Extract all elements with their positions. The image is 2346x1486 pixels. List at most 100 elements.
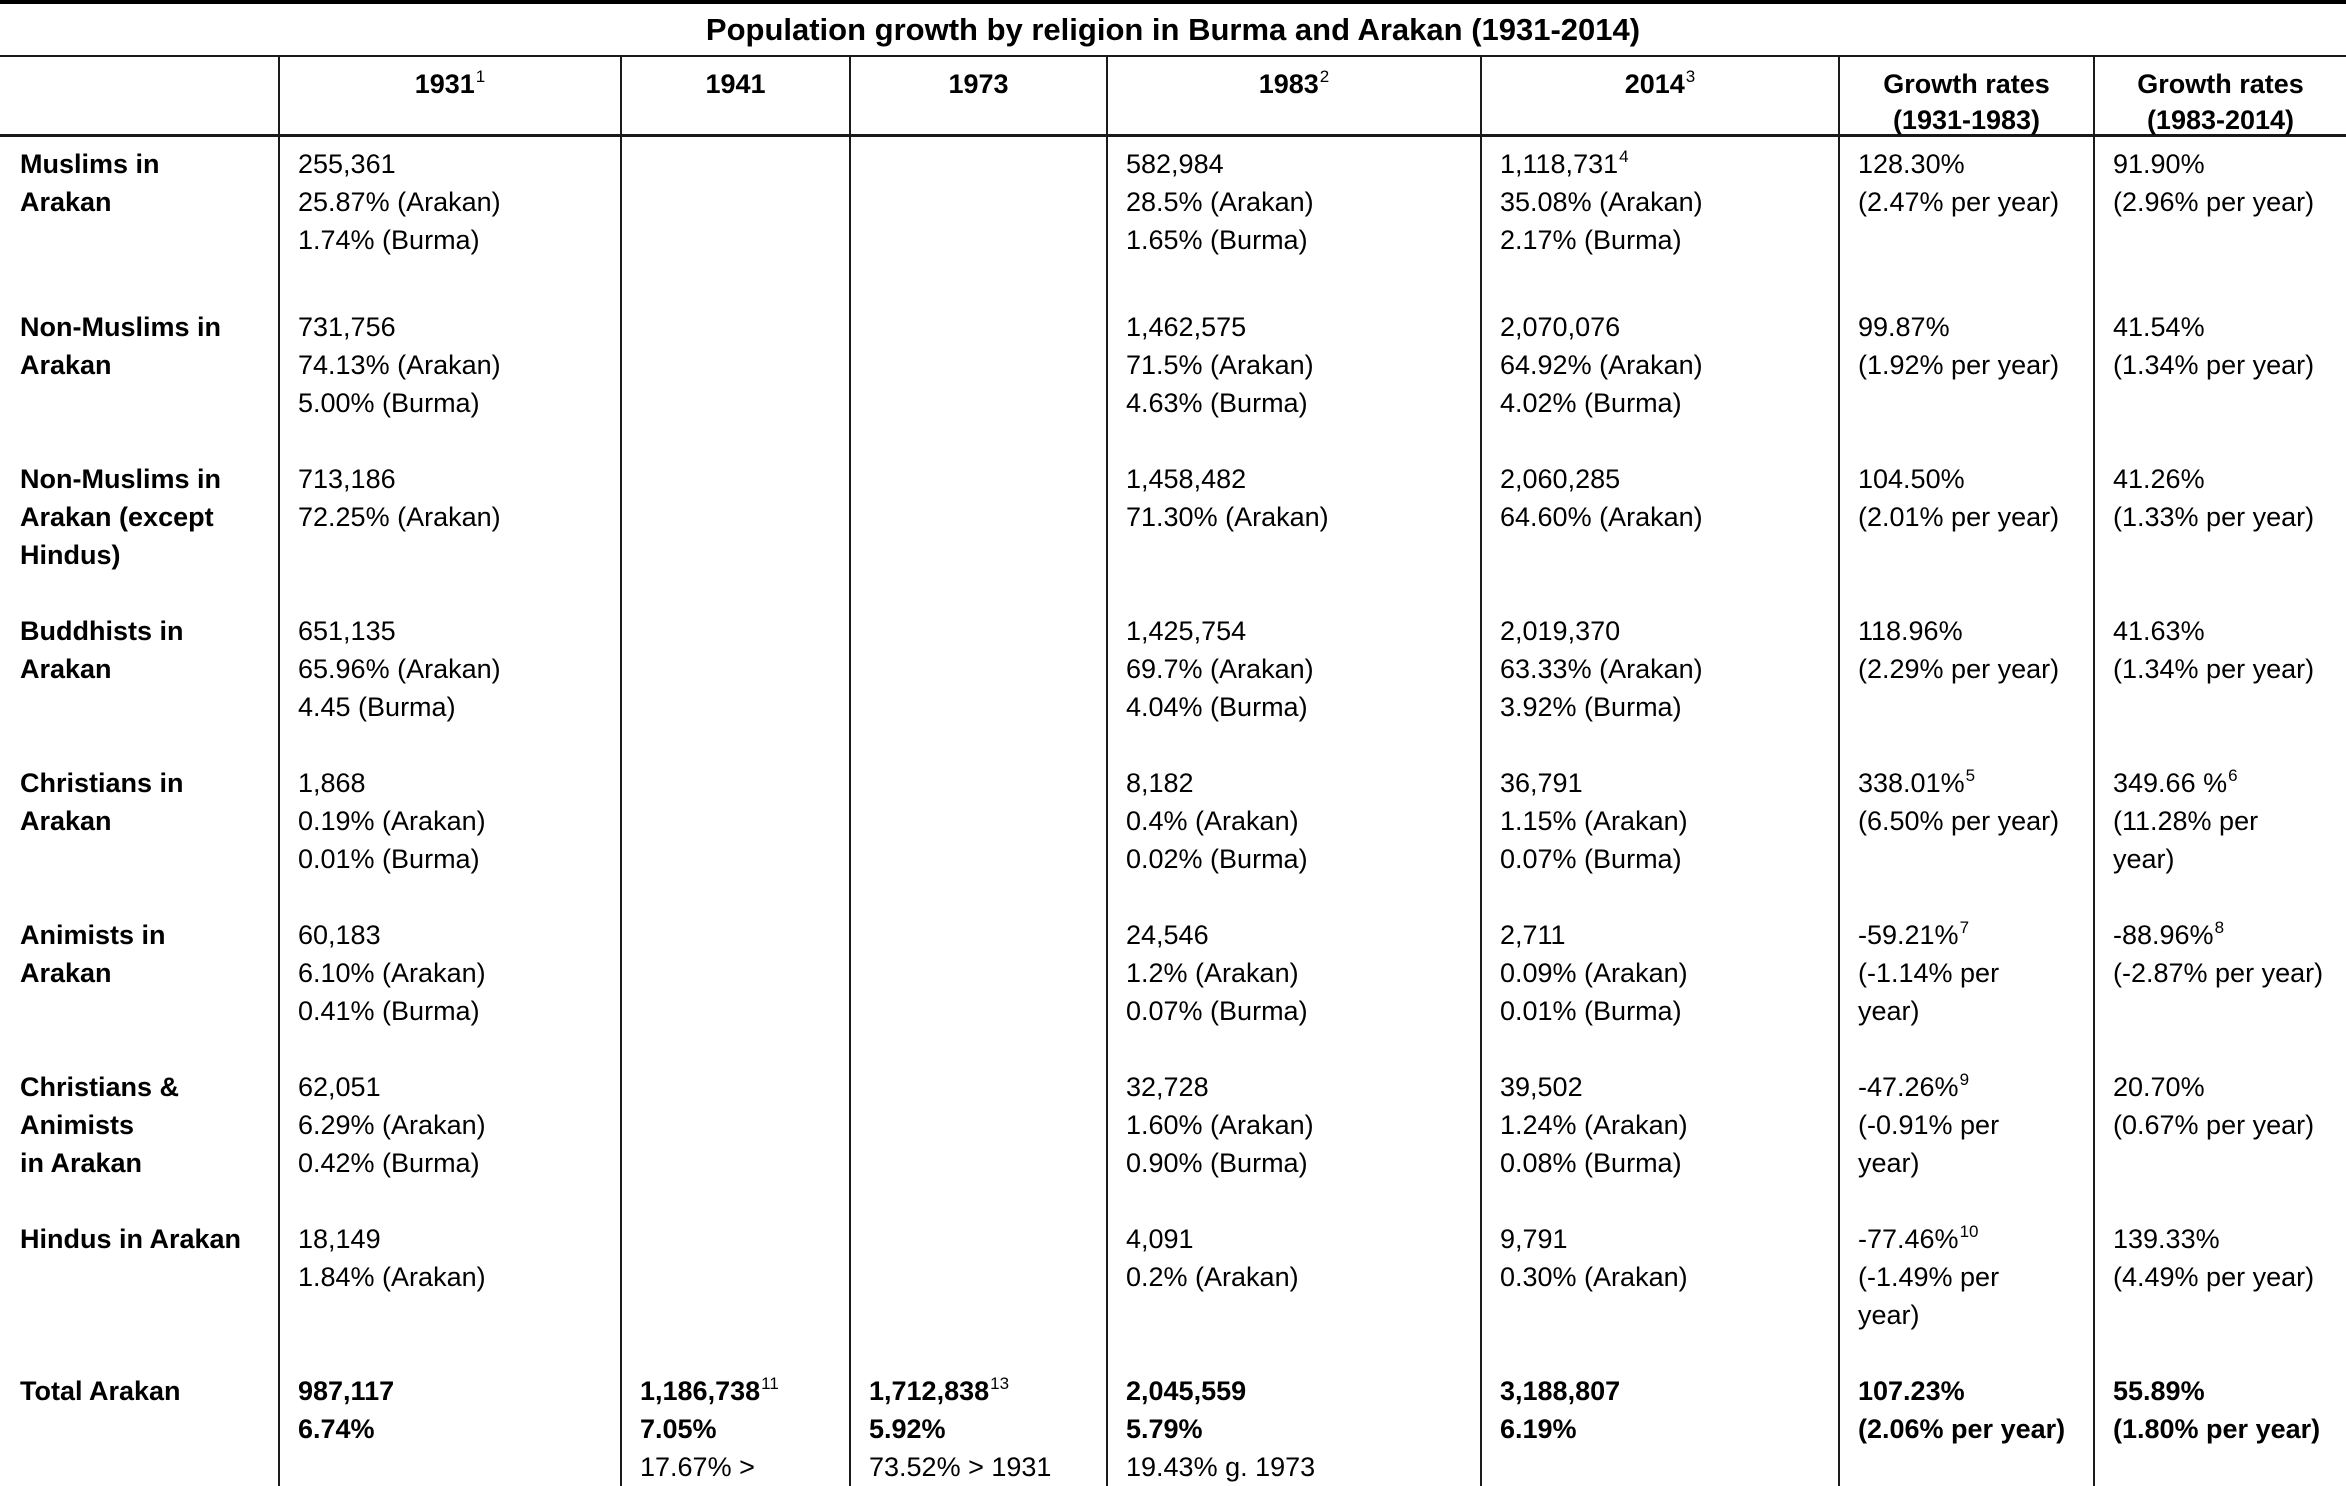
cell-line: 1973 (948, 69, 1009, 99)
cell-growth2: 41.63% (1.34% per year) (2093, 604, 2346, 756)
cell-line: Muslims in (20, 149, 160, 179)
footnote-superscript: 7 (1959, 918, 1970, 937)
cell-growth1: -47.26%9 (-0.91% per year) (1838, 1060, 2093, 1212)
cell-line: 987,117 (298, 1376, 395, 1406)
cell-line: 62,051 (298, 1072, 381, 1102)
cell-line: year) (1858, 1300, 1920, 1330)
cell-1941: 1,186,73811 7.05% 17.67% > (620, 1364, 849, 1486)
cell-line: 41.63% (2113, 616, 2205, 646)
column-header-growth1: Growth rates (1931-1983) (1838, 57, 2093, 138)
cell-line: 651,135 (298, 616, 396, 646)
cell-2014: 39,502 1.24% (Arakan) 0.08% (Burma) (1480, 1060, 1838, 1212)
cell-line: 2.17% (Burma) (1500, 225, 1682, 255)
cell-line: 99.87% (1858, 312, 1950, 342)
cell-line: 71.30% (Arakan) (1126, 502, 1329, 532)
cell-line: (0.67% per year) (2113, 1110, 2315, 1140)
cell-line: Arakan (20, 350, 112, 380)
cell-line: Christians & (20, 1072, 180, 1102)
table-row: Muslims in Arakan 255,361 25.87% (Arakan) 1.… (0, 137, 2346, 300)
cell-1931: 731,756 74.13% (Arakan) 5.00% (Burma) (278, 300, 620, 452)
cell-growth2: -88.96%8 (-2.87% per year) (2093, 908, 2346, 1060)
column-header-1931: 19311 (278, 57, 620, 138)
cell-growth1: 107.23% (2.06% per year) (1838, 1364, 2093, 1486)
footnote-superscript: 9 (1959, 1070, 1970, 1089)
table-row: Non-Muslims in Arakan (except Hindus) 713,1… (0, 452, 2346, 604)
cell-line: (2.01% per year) (1858, 502, 2060, 532)
table-header-row: 19311 1941 1973 19832 20143 Growth rates (1931… (0, 57, 2346, 138)
footnote-superscript: 6 (2228, 766, 2238, 785)
cell-line: 4.63% (Burma) (1126, 388, 1308, 418)
cell-1983: 32,728 1.60% (Arakan) 0.90% (Burma) (1106, 1060, 1480, 1212)
table-title-band: Population growth by religion in Burma a… (0, 0, 2346, 57)
cell-line: 65.96% (Arakan) (298, 654, 501, 684)
cell-line: 713,186 (298, 464, 396, 494)
cell-line: 1,425,754 (1126, 616, 1247, 646)
cell-line: 139.33% (2113, 1224, 2220, 1254)
cell-line: 36,791 (1500, 768, 1583, 798)
cell-line: 1.2% (Arakan) (1126, 958, 1299, 988)
cell-2014: 3,188,807 6.19% (1480, 1364, 1838, 1486)
cell-1941 (620, 137, 849, 300)
cell-line: 41.54% (2113, 312, 2205, 342)
cell-line: 2,045,559 (1126, 1376, 1247, 1406)
row-label: Non-Muslims in Arakan (0, 300, 278, 452)
cell-line: Arakan (20, 654, 112, 684)
cell-1973 (849, 452, 1106, 604)
cell-1931: 255,361 25.87% (Arakan) 1.74% (Burma) (278, 137, 620, 300)
cell-1931: 62,051 6.29% (Arakan) 0.42% (Burma) (278, 1060, 620, 1212)
cell-line: 6.19% (1500, 1414, 1577, 1444)
cell-line: 1,458,482 (1126, 464, 1247, 494)
cell-1931: 987,117 6.74% (278, 1364, 620, 1486)
cell-1931: 18,149 1.84% (Arakan) (278, 1212, 620, 1364)
footnote-superscript: 3 (1685, 67, 1696, 86)
cell-line: 1,462,575 (1126, 312, 1247, 342)
cell-line: (1.80% per year) (2113, 1414, 2321, 1444)
cell-line: (-1.49% per (1858, 1262, 2000, 1292)
cell-line: 73.52% > 1931 (869, 1452, 1052, 1482)
cell-line: year) (1858, 1148, 1920, 1178)
cell-line: 71.5% (Arakan) (1126, 350, 1314, 380)
cell-line: 41.26% (2113, 464, 2205, 494)
cell-line: 0.07% (Burma) (1500, 844, 1682, 874)
cell-line: 3.92% (Burma) (1500, 692, 1682, 722)
cell-line: 60,183 (298, 920, 381, 950)
cell-line: 1,186,73811 (640, 1374, 779, 1406)
cell-line: Hindus in Arakan (20, 1224, 242, 1254)
cell-line: 1.74% (Burma) (298, 225, 480, 255)
cell-line: 72.25% (Arakan) (298, 502, 501, 532)
cell-line: (1.34% per year) (2113, 654, 2315, 684)
column-header-1973: 1973 (849, 57, 1106, 138)
cell-line: 17.67% > (640, 1452, 755, 1482)
cell-line: 4.02% (Burma) (1500, 388, 1682, 418)
cell-line: 0.42% (Burma) (298, 1148, 480, 1178)
cell-line: (2.96% per year) (2113, 187, 2315, 217)
cell-1941 (620, 1060, 849, 1212)
cell-line: 582,984 (1126, 149, 1224, 179)
cell-line: year) (1858, 996, 1920, 1026)
cell-1983: 582,984 28.5% (Arakan) 1.65% (Burma) (1106, 137, 1480, 300)
cell-line: (1.92% per year) (1858, 350, 2060, 380)
cell-line: 64.92% (Arakan) (1500, 350, 1703, 380)
cell-2014: 9,791 0.30% (Arakan) (1480, 1212, 1838, 1364)
cell-line: -77.46%10 (1858, 1222, 1979, 1254)
cell-line: (-1.14% per (1858, 958, 2000, 988)
cell-1941 (620, 756, 849, 908)
table-title: Population growth by religion in Burma a… (705, 11, 1641, 47)
cell-line: 25.87% (Arakan) (298, 187, 501, 217)
cell-line: 8,182 (1126, 768, 1194, 798)
cell-line: (-0.91% per (1858, 1110, 2000, 1140)
cell-line: Total Arakan (20, 1376, 181, 1406)
cell-1973: 1,712,83813 5.92% 73.52% > 1931 (849, 1364, 1106, 1486)
cell-line: Growth rates (2137, 69, 2304, 99)
cell-1941 (620, 908, 849, 1060)
cell-line: 731,756 (298, 312, 396, 342)
cell-line: 1.60% (Arakan) (1126, 1110, 1314, 1140)
cell-line: (2.47% per year) (1858, 187, 2060, 217)
cell-growth1: -59.21%7 (-1.14% per year) (1838, 908, 2093, 1060)
cell-line: 0.4% (Arakan) (1126, 806, 1299, 836)
cell-line: 2,711 (1500, 920, 1566, 950)
cell-line: 0.09% (Arakan) (1500, 958, 1688, 988)
cell-1983: 1,425,754 69.7% (Arakan) 4.04% (Burma) (1106, 604, 1480, 756)
cell-1941 (620, 300, 849, 452)
cell-line: 1,868 (298, 768, 366, 798)
